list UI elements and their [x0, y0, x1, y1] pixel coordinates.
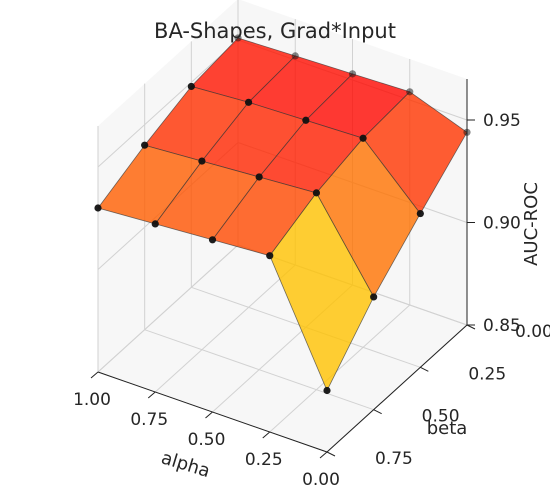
y-axis-line [326, 324, 468, 453]
data-point [94, 204, 102, 212]
grid-line [97, 39, 239, 168]
x-tick-label: 0.00 [302, 470, 340, 490]
x-tick-label: 0.50 [188, 430, 226, 450]
z-axis-label: AUC-ROC [521, 182, 542, 266]
tick-labels: 1.00 0.75 0.50 0.25 0.00 0.00 0.25 0.50 0.75 0.85… [73, 111, 550, 490]
x-tick-label: 1.00 [73, 390, 111, 410]
data-point [255, 173, 263, 181]
y-tick [466, 324, 476, 330]
x-tick [319, 451, 328, 459]
data-point [463, 128, 471, 136]
y-tick-label: 0.50 [422, 407, 460, 427]
x-axis-label: alpha [159, 447, 213, 482]
data-point [370, 293, 378, 301]
surface [97, 37, 468, 392]
data-point [291, 52, 299, 60]
data-points [94, 34, 471, 395]
grid-line [269, 304, 411, 433]
grid-line [154, 264, 296, 393]
data-point [244, 98, 253, 106]
x-tick [262, 431, 271, 439]
y-tick-label: 0.75 [375, 449, 413, 469]
data-point [151, 220, 159, 228]
grid-line [144, 329, 374, 411]
data-point [302, 116, 310, 124]
grid-line [97, 244, 239, 373]
data-point [406, 88, 414, 96]
data-point [266, 252, 274, 260]
data-point [348, 70, 357, 78]
y-axis-label: beta [427, 418, 468, 439]
y-tick-label: 0.25 [468, 364, 506, 384]
data-point [359, 134, 367, 142]
x-tick-label: 0.75 [130, 410, 168, 430]
x-tick [147, 391, 156, 399]
data-point [141, 141, 149, 149]
data-point [323, 386, 331, 395]
y-tick-label: 0.00 [515, 322, 550, 342]
data-point [312, 189, 321, 197]
data-point [416, 209, 424, 218]
y-tick [420, 366, 429, 372]
data-point [187, 82, 195, 91]
x-tick [90, 371, 99, 379]
data-point [234, 34, 242, 42]
z-tick-label: 0.95 [483, 111, 521, 131]
chart-title: BA-Shapes, Grad*Input [154, 19, 396, 43]
z-tick-label: 0.90 [483, 214, 521, 234]
y-tick [373, 409, 382, 415]
z-tick-label: 0.85 [483, 316, 521, 336]
data-point [198, 157, 206, 165]
data-point [208, 236, 217, 244]
x-tick-label: 0.25 [245, 450, 283, 470]
y-tick [326, 451, 336, 457]
x-tick [205, 411, 213, 419]
